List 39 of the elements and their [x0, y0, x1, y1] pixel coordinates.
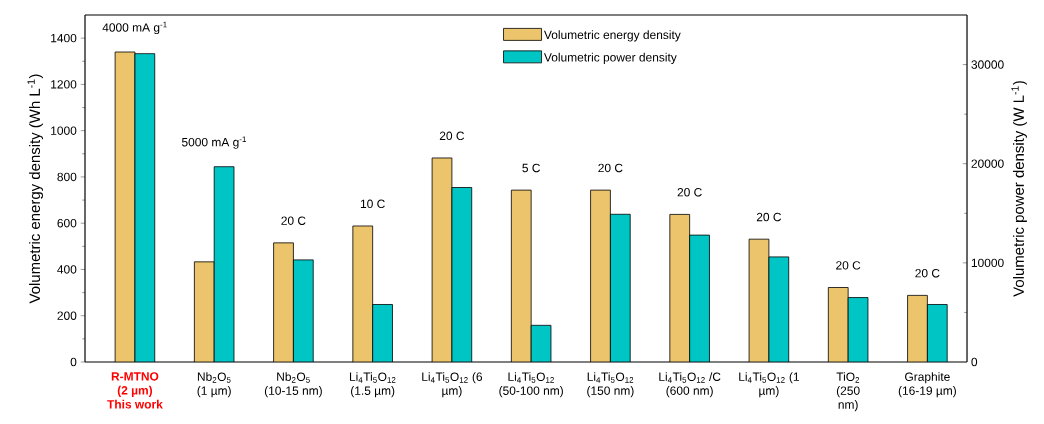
bar: [511, 190, 532, 362]
x-tick-label: Li$_{4}$Ti$_{5}$O$_{12}$ (1.5 µm): [349, 372, 396, 398]
y2-tick-label: 10000: [971, 258, 1004, 268]
y2-tick-label: 0: [971, 357, 978, 367]
y-tick-label: 800: [57, 172, 77, 182]
annotation: 4000 mA g$^{-1}$: [102, 21, 167, 35]
y2-axis-title: Volumetric power density (W L$^{-1}$): [1011, 81, 1027, 297]
x-tick-label: Li$_{4}$Ti$_{5}$O$_{12}$ (6 µm): [422, 372, 483, 398]
annotation: 20 C: [915, 269, 940, 278]
annotation: 5 C: [522, 163, 540, 173]
legend-label: Volumetric energy density: [543, 30, 681, 42]
x-tick-label: Nb$_{2}$O$_{5}$ (10-15 nm): [264, 372, 322, 398]
y-tick-label: 1000: [51, 126, 77, 135]
annotation: 20 C: [756, 212, 782, 222]
annotation: 20 C: [836, 261, 861, 270]
annotation: 20 C: [677, 188, 702, 197]
x-tick-label: Li$_{4}$Ti$_{5}$O$_{12}$ /C (600 nm): [659, 372, 721, 398]
y-tick-label: 1200: [51, 80, 77, 89]
annotation: 20 C: [281, 216, 306, 225]
annotation: 20 C: [598, 163, 623, 173]
y2-tick-label: 30000: [971, 60, 1004, 69]
y-tick-label: 400: [57, 265, 77, 274]
x-tick-label: TiO$_{2}$ (250 nm): [836, 372, 860, 412]
x-tick-label: Li$_{4}$Ti$_{5}$O$_{12}$ (1 µm): [739, 372, 799, 398]
annotation: 10 C: [360, 199, 385, 209]
legend-label: Volumetric power density: [543, 52, 677, 64]
x-tick-label: Graphite (16-19 µm): [898, 372, 956, 398]
x-tick-label: R-MTNO (2 µm) This work: [107, 372, 163, 409]
y-tick-label: 200: [57, 311, 77, 320]
x-tick-label: Li$_{4}$Ti$_{5}$O$_{12}$ (150 nm): [587, 372, 634, 398]
annotation: 5000 mA g$^{-1}$: [181, 136, 246, 149]
annotation: 20 C: [439, 131, 465, 141]
y-tick-label: 1400: [51, 33, 77, 43]
x-tick-label: Li$_{4}$Ti$_{5}$O$_{12}$ (50-100 nm): [499, 372, 563, 398]
y-axis-title: Volumetric energy density (Wh L$^{-1}$): [27, 74, 43, 304]
y-tick-label: 600: [57, 218, 77, 228]
x-tick-label: Nb$_{2}$O$_{5}$ (1 µm): [197, 372, 231, 398]
y2-tick-label: 20000: [971, 159, 1004, 168]
y-tick-label: 0: [70, 357, 77, 367]
